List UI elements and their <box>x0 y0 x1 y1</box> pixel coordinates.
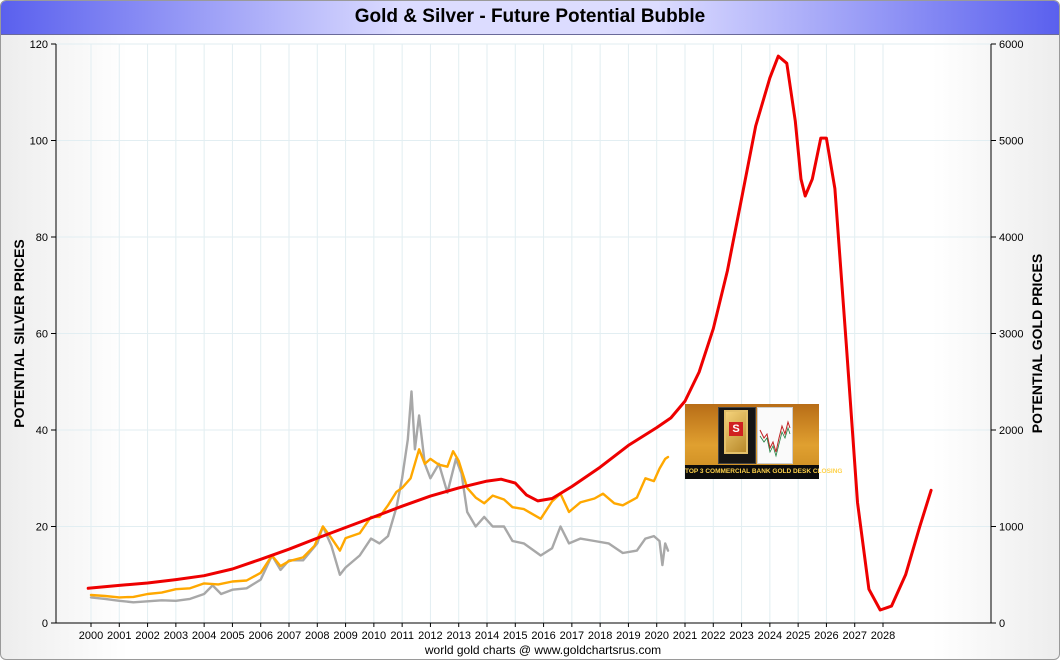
y-left-tick-label: 100 <box>30 136 48 148</box>
silver-price-line <box>89 390 670 604</box>
axes-layer <box>51 43 996 627</box>
footer-credit: world gold charts @ www.goldchartsrus.co… <box>424 643 661 657</box>
y-left-tick-label: 60 <box>36 329 48 341</box>
x-tick-label: 2003 <box>164 630 188 642</box>
y-left-tick-label: 0 <box>42 618 48 630</box>
x-tick-label: 2000 <box>79 630 103 642</box>
x-tick-label: 2002 <box>135 630 159 642</box>
grid-lines <box>56 43 991 624</box>
x-tick-label: 2028 <box>871 630 895 642</box>
x-tick-label: 2027 <box>842 630 866 642</box>
x-tick-label: 2015 <box>503 630 527 642</box>
x-tick-label: 2007 <box>277 630 301 642</box>
series-layer <box>86 54 933 612</box>
x-tick-label: 2017 <box>560 630 584 642</box>
mini-chart-icon <box>759 420 791 458</box>
title-bar: Gold & Silver - Future Potential Bubble <box>1 1 1059 35</box>
gold-price-line <box>89 448 670 599</box>
y-right-tick-label: 2000 <box>999 425 1023 437</box>
x-tick-label: 2016 <box>531 630 555 642</box>
x-tick-label: 2021 <box>673 630 697 642</box>
y-right-axis-title: POTENTIAL GOLD PRICES <box>1029 254 1045 433</box>
chart-title: Gold & Silver - Future Potential Bubble <box>354 6 706 27</box>
x-tick-label: 2008 <box>305 630 329 642</box>
x-tick-label: 2012 <box>418 630 442 642</box>
x-tick-label: 2018 <box>588 630 612 642</box>
projected-bubble-line <box>86 54 933 612</box>
y-left-axis-title: POTENTIAL SILVER PRICES <box>11 239 27 428</box>
y-left-tick-label: 40 <box>36 425 48 437</box>
advertisement-badge[interactable]: S TOP 3 COMMERCIAL BANK GOLD DESK CLOSIN… <box>685 404 842 479</box>
x-tick-label: 2006 <box>248 630 272 642</box>
y-right-tick-label: 1000 <box>999 522 1023 534</box>
x-tick-label: 2001 <box>107 630 131 642</box>
bank-logo-icon: S <box>729 422 743 436</box>
x-tick-label: 2009 <box>333 630 357 642</box>
x-tick-label: 2020 <box>644 630 668 642</box>
x-tick-label: 2019 <box>616 630 640 642</box>
x-tick-label: 2010 <box>362 630 386 642</box>
x-tick-label: 2023 <box>729 630 753 642</box>
y-left-tick-label: 20 <box>36 522 48 534</box>
x-tick-label: 2014 <box>475 630 499 642</box>
y-right-tick-label: 0 <box>999 618 1005 630</box>
x-tick-label: 2004 <box>192 630 216 642</box>
x-tick-label: 2026 <box>814 630 838 642</box>
y-right-tick-label: 3000 <box>999 329 1023 341</box>
x-tick-label: 2024 <box>758 630 782 642</box>
y-right-tick-label: 5000 <box>999 136 1023 148</box>
badge-caption: TOP 3 COMMERCIAL BANK GOLD DESK CLOSING <box>685 465 842 479</box>
x-tick-label: 2025 <box>786 630 810 642</box>
mini-chart-image <box>757 407 793 464</box>
x-tick-label: 2013 <box>446 630 470 642</box>
x-tick-label: 2005 <box>220 630 244 642</box>
y-right-tick-label: 6000 <box>999 39 1023 51</box>
y-right-tick-label: 4000 <box>999 232 1023 244</box>
x-tick-label: 2022 <box>701 630 725 642</box>
labels-layer: 2000 2001 2002 2003 2004 2005 2006 2007 2008 2009… <box>11 39 1045 657</box>
x-tick-label: 2011 <box>390 630 414 642</box>
y-left-tick-label: 80 <box>36 232 48 244</box>
y-left-tick-label: 120 <box>30 39 48 51</box>
